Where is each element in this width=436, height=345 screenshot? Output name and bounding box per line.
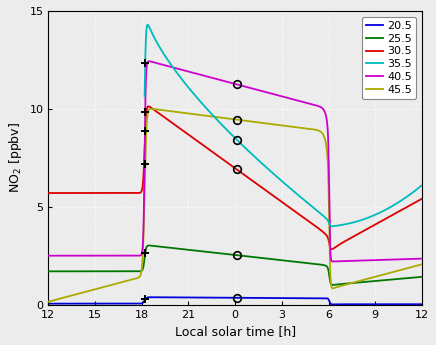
Y-axis label: NO$_2$ [ppbv]: NO$_2$ [ppbv] (7, 122, 24, 193)
Legend: 20.5, 25.5, 30.5, 35.5, 40.5, 45.5: 20.5, 25.5, 30.5, 35.5, 40.5, 45.5 (362, 17, 416, 99)
X-axis label: Local solar time [h]: Local solar time [h] (174, 325, 296, 338)
